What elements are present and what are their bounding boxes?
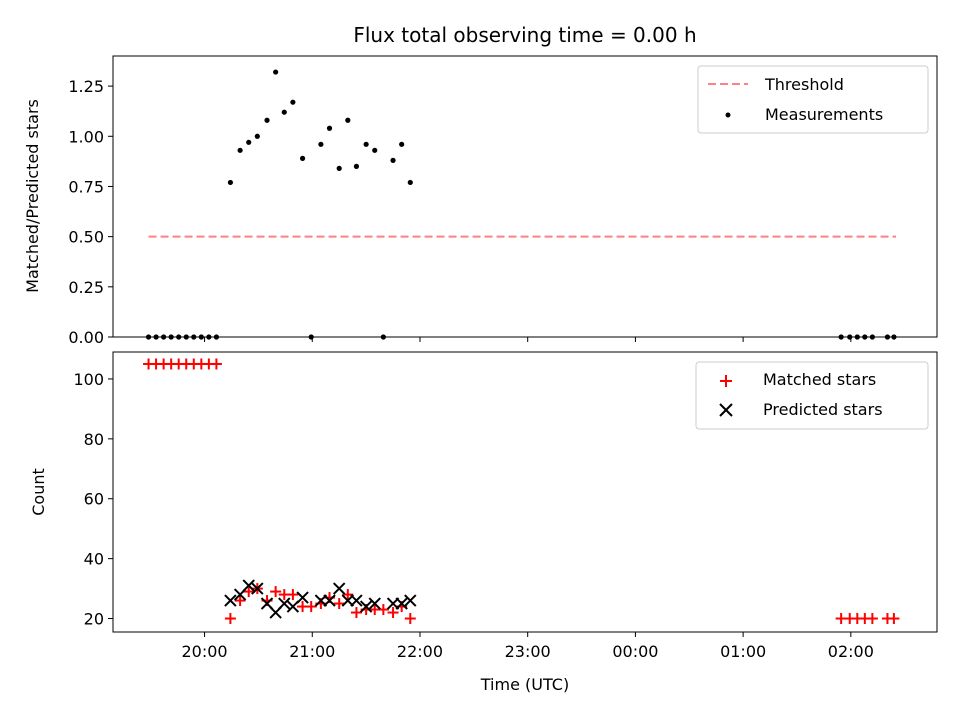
measurement-point bbox=[254, 133, 260, 139]
bottom-y-tick-label: 100 bbox=[73, 370, 104, 389]
matched-star-point bbox=[404, 613, 416, 625]
measurement-point bbox=[372, 147, 378, 153]
bottom-legend: Matched stars Predicted stars bbox=[695, 361, 929, 430]
predicted-star-point bbox=[286, 600, 300, 613]
measurement-point bbox=[281, 109, 287, 115]
bottom-legend-box bbox=[695, 361, 929, 430]
predicted-star-point bbox=[323, 594, 336, 607]
x-tick-label: 23:00 bbox=[505, 642, 551, 661]
measurement-point bbox=[273, 69, 279, 75]
bottom-y-tick-label: 80 bbox=[84, 430, 104, 449]
bottom-panel: 20 40 60 80 100 20:00 21:00 22:00 23:00 00:00 01:0… bbox=[73, 351, 938, 661]
matched-star-point bbox=[387, 607, 399, 619]
top-legend-box bbox=[697, 65, 929, 134]
predicted-star-point bbox=[350, 594, 363, 607]
matched-star-point bbox=[224, 613, 236, 625]
measurement-point bbox=[264, 117, 270, 123]
x-tick-label: 22:00 bbox=[397, 642, 443, 661]
top-y-tick-label: 0.00 bbox=[68, 328, 104, 347]
predicted-star-point bbox=[404, 594, 417, 607]
top-y-tick-label: 0.75 bbox=[68, 177, 104, 196]
measurement-point bbox=[299, 155, 306, 161]
x-tick-label: 02:00 bbox=[828, 642, 874, 661]
predicted-star-point bbox=[251, 582, 264, 595]
predicted-star-point bbox=[278, 597, 291, 610]
matched-star-point bbox=[350, 607, 362, 619]
x-tick-label: 20:00 bbox=[182, 642, 228, 661]
top-y-tick-label: 0.50 bbox=[68, 228, 104, 247]
bottom-y-tick-label: 60 bbox=[84, 490, 104, 509]
measurement-point bbox=[318, 141, 324, 147]
measurement-point bbox=[290, 99, 296, 105]
matched-star-point bbox=[305, 601, 317, 613]
bottom-panel-ylabel: Count bbox=[29, 468, 48, 516]
top-panel-ylabel: Matched/Predicted stars bbox=[23, 99, 42, 293]
x-tick-label: 01:00 bbox=[720, 642, 766, 661]
measurement-point bbox=[399, 141, 405, 147]
measurement-point bbox=[326, 125, 333, 131]
measurement-point bbox=[363, 141, 369, 147]
matched-star-point bbox=[243, 586, 255, 598]
predicted-star-point bbox=[242, 579, 255, 592]
matched-legend-swatch bbox=[720, 375, 732, 387]
matched-star-point bbox=[888, 613, 900, 625]
bottom-y-tick-label: 20 bbox=[84, 610, 104, 629]
threshold-legend-label: Threshold bbox=[764, 75, 844, 94]
matched-star-point bbox=[866, 613, 878, 625]
predicted-legend-label: Predicted stars bbox=[763, 400, 883, 419]
predicted-star-point bbox=[332, 582, 346, 595]
matched-star-point bbox=[287, 589, 299, 601]
predicted-star-point bbox=[296, 591, 309, 604]
top-panel-frame bbox=[112, 55, 938, 338]
x-tick-label: 00:00 bbox=[612, 642, 658, 661]
matched-star-point bbox=[234, 595, 246, 607]
measurements-legend-swatch bbox=[725, 112, 731, 118]
top-legend: Threshold Measurements bbox=[697, 65, 929, 134]
measurement-point bbox=[237, 147, 243, 153]
matched-star-point bbox=[210, 358, 222, 370]
matched-star-point bbox=[270, 586, 282, 598]
predicted-star-point bbox=[359, 600, 373, 613]
predicted-legend-swatch bbox=[719, 403, 733, 417]
top-y-tick-label: 0.25 bbox=[68, 278, 104, 297]
top-y-tick-label: 1.25 bbox=[68, 77, 104, 96]
measurement-point bbox=[390, 157, 396, 163]
measurement-point bbox=[353, 163, 360, 169]
measurement-point bbox=[336, 165, 342, 171]
predicted-star-point bbox=[224, 594, 237, 607]
bottom-panel-frame bbox=[112, 351, 938, 633]
measurement-point bbox=[227, 179, 234, 186]
x-axis-label: Time (UTC) bbox=[480, 675, 569, 694]
measurements-legend-label: Measurements bbox=[765, 105, 883, 124]
measurement-point bbox=[345, 117, 351, 123]
matched-star-point bbox=[333, 598, 345, 610]
predicted-star-point bbox=[368, 597, 381, 610]
x-tick-label: 21:00 bbox=[289, 642, 335, 661]
measurement-point bbox=[407, 179, 413, 186]
chart-title: Flux total observing time = 0.00 h bbox=[353, 23, 696, 47]
bottom-y-tick-label: 40 bbox=[84, 550, 104, 569]
predicted-star-point bbox=[395, 597, 408, 610]
top-y-tick-label: 1.00 bbox=[68, 127, 104, 146]
matched-legend-label: Matched stars bbox=[763, 370, 876, 389]
measurement-point bbox=[246, 139, 252, 145]
top-panel: 0.00 0.25 0.50 0.75 1.00 1.25 bbox=[68, 55, 938, 347]
